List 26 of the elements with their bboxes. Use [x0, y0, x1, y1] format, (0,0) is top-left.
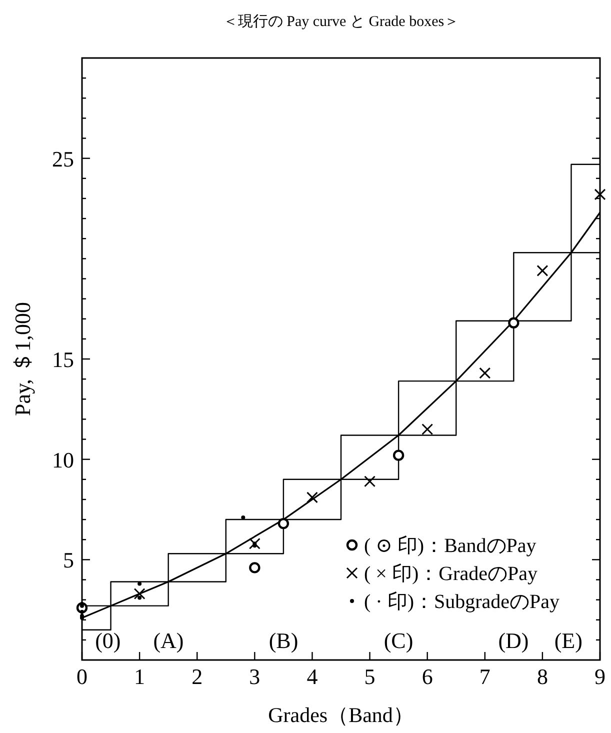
x-tick-label: 6: [422, 664, 433, 689]
x-tick-label: 5: [364, 664, 376, 689]
x-tick-label: 7: [479, 664, 490, 689]
annotation: (E): [554, 628, 582, 653]
annotation: (0): [95, 628, 121, 653]
y-axis-title: Pay, ＄1,000: [10, 302, 35, 416]
x-tick-label: 3: [249, 664, 260, 689]
x-tick-label: 8: [536, 664, 548, 689]
legend-label: ( ⊙ 印)：BandのPay: [364, 535, 536, 557]
x-tick-label: 9: [594, 664, 606, 689]
x-axis-title: Grades（Band）: [268, 703, 414, 727]
y-tick-label: 15: [52, 347, 74, 372]
annotation: (B): [268, 628, 298, 653]
legend-label: ( × 印)：GradeのPay: [364, 563, 538, 585]
y-tick-label: 25: [52, 146, 74, 172]
annotation: (A): [153, 628, 184, 653]
legend-label: ( · 印)：SubgradeのPay: [364, 591, 560, 613]
x-tick-label: 1: [134, 664, 146, 689]
annotation: (C): [384, 628, 414, 653]
y-tick-label: 10: [52, 447, 74, 472]
chart-title: ＜現行の Pay curve と Grade boxes＞: [222, 14, 460, 30]
x-tick-label: 2: [192, 664, 203, 689]
annotation: (D): [498, 628, 529, 653]
y-tick-label: 5: [63, 548, 74, 573]
x-tick-label: 0: [76, 664, 88, 689]
x-tick-label: 4: [306, 664, 318, 689]
